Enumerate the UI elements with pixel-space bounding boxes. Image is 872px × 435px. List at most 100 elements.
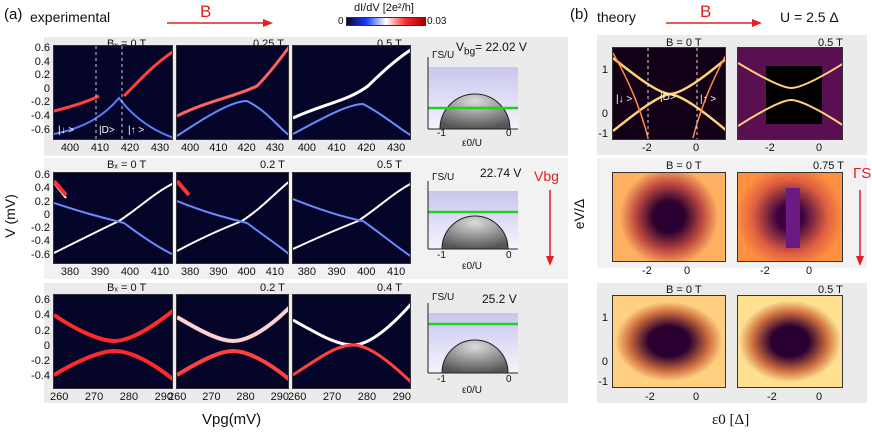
th-r2-blabel-2: 0.75 T <box>813 160 844 172</box>
r3-blabel-2: 0.2 T <box>260 282 285 294</box>
th-yticks-r3: 1 0 <box>596 296 608 384</box>
r2-xticks-3: 380 390 400 410 <box>292 266 411 278</box>
exp-plot-r3c2 <box>176 294 289 389</box>
colorbar-min: 0 <box>338 16 344 27</box>
th-ytick: 0 <box>601 356 608 368</box>
r1-xtick: 410 <box>327 142 346 154</box>
r3-xtick: 260 <box>288 391 307 403</box>
r1-ytick: -0.4 <box>31 109 50 122</box>
vbg-arrow-label: Vbg <box>534 168 559 184</box>
r2-xtick: 400 <box>120 266 140 278</box>
r2-blabel-1: Bₓ = 0 T <box>107 159 147 171</box>
r3-xtick: 270 <box>84 391 104 403</box>
panel-a-label: (a) <box>4 6 23 23</box>
th-r3-blabel-1: B = 0 T <box>666 284 702 296</box>
th-plot-r3c2 <box>737 295 843 388</box>
panel-b-ylabel: eV/Δ <box>571 198 588 230</box>
r1-ytick: -0.6 <box>31 123 50 136</box>
r2-xtick: 400 <box>237 266 256 278</box>
schem-r1-xt2: 0 <box>506 128 512 139</box>
panel-b-label: (b) <box>570 6 589 23</box>
th-state-up: |↑ > <box>700 94 717 105</box>
r3-ytick: 0.4 <box>34 309 50 322</box>
th-r1-blabel-2: 0.5 T <box>818 37 843 49</box>
th-plot-r1c1 <box>612 47 726 140</box>
schem-r2-ylabel: ΓS/U <box>432 172 455 183</box>
exp-plot-r1c1 <box>53 45 173 140</box>
r1-xtick: 420 <box>120 142 140 154</box>
schem-r2-xt2: 0 <box>506 250 512 261</box>
th-plot-r2c1 <box>612 172 726 262</box>
r1-xtick: 420 <box>237 142 256 154</box>
th-plot-r2c2 <box>737 172 843 262</box>
r3-xtick: 280 <box>119 391 139 403</box>
th-r3-blabel-2: 0.5 T <box>818 284 843 296</box>
r3-xtick: 270 <box>322 391 342 403</box>
th-yticks-r1: 1 0 <box>596 48 608 136</box>
r3-xtick: 270 <box>202 391 221 403</box>
r1-ytick: 0.4 <box>34 55 50 68</box>
th-xt-r3c2-a: -2 <box>767 391 777 403</box>
r3-xticks-3: 260 270 280 290 <box>288 391 411 403</box>
r3-ytick: 0.2 <box>34 324 50 337</box>
th-plot-r1c2 <box>737 47 843 140</box>
r1-xticks-1: 400 410 420 430 <box>55 142 175 154</box>
th-xt-r1c1-b: 0 <box>693 142 700 154</box>
gamma-arrow <box>856 190 864 266</box>
r3-xtick: 290 <box>270 391 289 403</box>
th-xt-r2c2-a: -2 <box>760 265 770 277</box>
r1-blabel-1: Bₓ = 0 T <box>107 38 147 50</box>
r2-blabel-2: 0.2 T <box>260 159 285 171</box>
colorbar <box>346 17 426 26</box>
panel-a-ylabel: V (mV) <box>1 194 18 238</box>
state-down: |↓ > <box>58 125 75 136</box>
r3-blabel-1: Bₓ = 0 T <box>107 282 147 294</box>
r1-xtick: 400 <box>60 142 80 154</box>
r2-xtick: 390 <box>209 266 228 278</box>
r1-xticks-2: 400 410 420 430 <box>176 142 289 154</box>
r3-xtick: 280 <box>357 391 377 403</box>
state-up: |↑ > <box>128 125 145 136</box>
th-state-d: |D> <box>660 92 676 103</box>
th-ytick-r3-m1: -1 <box>598 376 608 388</box>
r3-vbg: 25.2 V <box>482 292 517 306</box>
r2-xtick: 400 <box>357 266 376 278</box>
schem-r3-xt2: 0 <box>506 374 512 385</box>
r1-ytick: 0.6 <box>34 42 50 54</box>
panel-a-title: experimental <box>30 9 111 25</box>
th-xt-r3c1-a: -2 <box>645 391 655 403</box>
r1-blabel-2: 0.25 T <box>253 38 284 50</box>
r3-xtick: 260 <box>168 391 187 403</box>
r2-ytick: 0.2 <box>34 195 50 208</box>
r2-xtick: 410 <box>265 266 285 278</box>
field-label-b: B <box>700 2 712 21</box>
r1-vbg: Vbg= 22.02 V <box>456 40 527 58</box>
r1-ytick: -0.2 <box>31 96 50 109</box>
r2-xtick: 390 <box>327 266 346 278</box>
field-arrow-b <box>666 19 762 27</box>
r3-xticks-2: 260 270 280 290 <box>168 391 289 403</box>
r1-xtick: 400 <box>180 142 200 154</box>
schem-r2-xlabel: ε0/U <box>462 261 483 272</box>
panel-b-title: theory <box>597 9 636 25</box>
r3-ytick: 0.6 <box>34 294 50 306</box>
exp-plot-r3c3 <box>292 294 411 389</box>
r2-ytick: -0.6 <box>31 248 50 261</box>
th-ytick: 1 <box>601 64 608 76</box>
th-r2-blabel-1: B = 0 T <box>666 160 702 172</box>
r2-xtick: 410 <box>386 266 406 278</box>
th-ytick-r1-m1: -1 <box>598 128 608 140</box>
r1-xtick: 420 <box>357 142 376 154</box>
r2-xtick: 380 <box>297 266 317 278</box>
r2-ytick: 0.6 <box>34 169 50 181</box>
th-xt-r1c2-b: 0 <box>816 142 823 154</box>
r2-ytick: -0.4 <box>31 235 50 248</box>
schem-r1-xlabel: ε0/U <box>462 138 483 149</box>
exp-plot-r2c3 <box>292 172 411 264</box>
exp-plot-r1c3 <box>292 45 411 140</box>
th-state-down: |↓ > <box>616 94 633 105</box>
r3-xtick: 280 <box>236 391 255 403</box>
r3-ytick: -0.4 <box>31 370 50 383</box>
r3-ytick: -0.2 <box>31 355 50 368</box>
r2-blabel-3: 0.5 T <box>377 159 402 171</box>
